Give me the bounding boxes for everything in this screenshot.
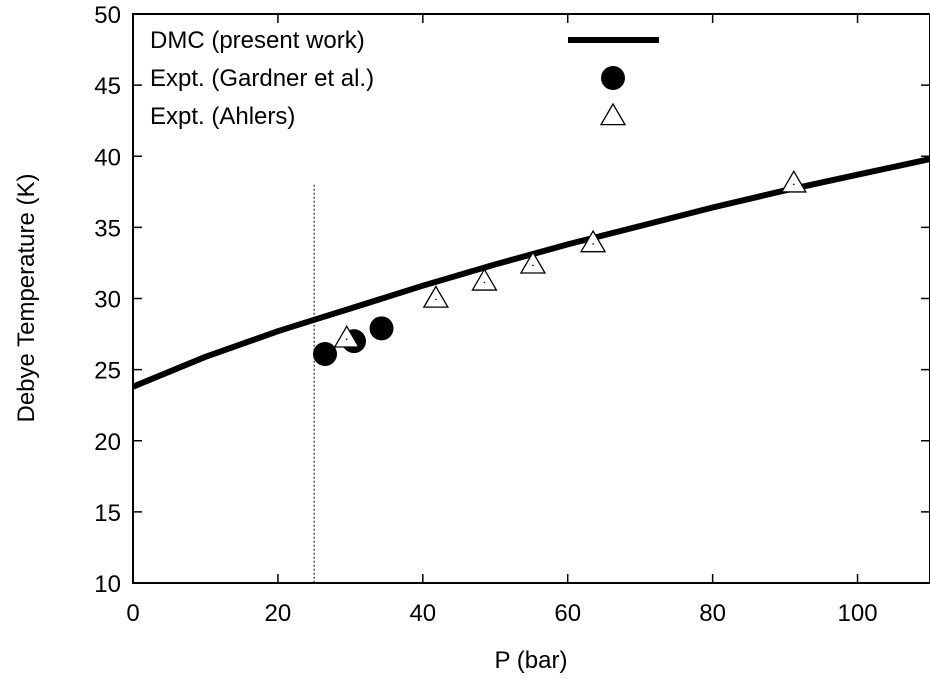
y-tick-label: 40	[94, 144, 121, 171]
legend-label: DMC (present work)	[150, 27, 365, 54]
y-tick-label: 25	[94, 358, 121, 385]
data-point-center	[483, 281, 486, 284]
x-tick-label: 40	[409, 600, 436, 627]
y-tick-label: 10	[94, 571, 121, 598]
legend: DMC (present work) Expt. (Gardner et al.)…	[150, 27, 659, 130]
x-tick-label: 100	[838, 600, 878, 627]
x-tick-label: 0	[126, 600, 139, 627]
y-tick-label: 50	[94, 2, 121, 29]
data-point-center	[792, 183, 795, 186]
legend-label: Expt. (Gardner et al.)	[150, 65, 374, 92]
data-point-triangle	[471, 268, 498, 291]
y-tick-label: 35	[94, 215, 121, 242]
data-point-circle	[369, 316, 394, 341]
y-tick-label: 30	[94, 287, 121, 314]
y-tick-label: 15	[94, 500, 121, 527]
axis-ticks: 0 20 40 60 80 100 10 15 20 25 30 35 40 45 50	[94, 2, 930, 627]
data-point-triangle	[333, 325, 360, 348]
y-tick-label: 45	[94, 73, 121, 100]
x-tick-label: 20	[265, 600, 292, 627]
y-tick-label: 20	[94, 429, 121, 456]
x-tick-label: 60	[554, 600, 581, 627]
y-axis-title: Debye Temperature (K)	[13, 174, 40, 423]
data-point-triangle	[579, 229, 607, 253]
data-point-center	[532, 264, 534, 267]
data-point-triangle	[422, 285, 449, 308]
legend-triangle-swatch	[599, 102, 627, 126]
legend-circle-swatch	[601, 66, 625, 90]
data-point-center	[592, 243, 594, 245]
data-point-triangle	[519, 251, 547, 274]
x-tick-label: 80	[699, 600, 726, 627]
plot-frame	[132, 13, 930, 584]
data-point-circle	[313, 341, 338, 366]
data-point-center	[345, 338, 348, 341]
series-expt-ahlers	[333, 169, 807, 348]
series-layer	[131, 156, 930, 390]
data-point-center	[435, 298, 437, 301]
legend-label: Expt. (Ahlers)	[150, 103, 295, 130]
data-point-triangle	[780, 169, 807, 193]
x-axis-title: P (bar)	[495, 647, 568, 674]
